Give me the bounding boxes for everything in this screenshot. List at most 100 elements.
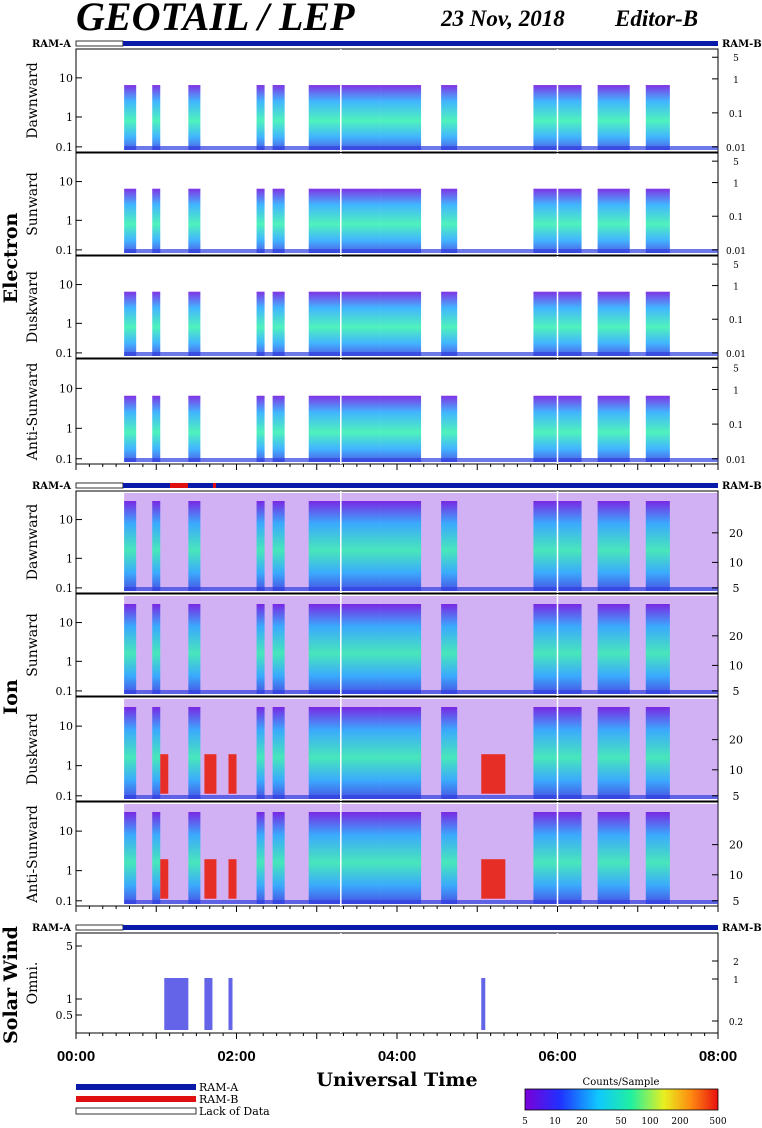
colorbar-tick-label: 200 — [671, 1117, 688, 1127]
flux-burst — [272, 188, 285, 253]
flux-burst — [441, 188, 458, 253]
left-tick-label: 1 — [66, 655, 73, 668]
ion-time-ticks — [75, 906, 719, 912]
left-tick-label: 10 — [59, 720, 73, 733]
ram-b-label: RAM-B — [722, 923, 762, 934]
colorbar-tick-label: 10 — [549, 1117, 561, 1127]
right-tick-label: 1 — [733, 976, 739, 986]
right-tick-label: 0.01 — [726, 350, 746, 360]
panel-label: Anti-Sunward — [25, 363, 41, 462]
left-tick-label: 0.1 — [56, 790, 74, 803]
right-tick-label: 10 — [729, 869, 743, 882]
flux-burst — [188, 707, 201, 799]
left-tick-label: 1 — [66, 111, 73, 124]
flux-hotspot — [228, 859, 237, 899]
flux-burst — [308, 812, 381, 904]
flux-baseline — [124, 900, 718, 904]
right-tick-label: 2 — [733, 958, 739, 968]
flux-burst — [152, 395, 161, 462]
flux-burst — [124, 85, 137, 150]
flux-burst — [380, 291, 422, 356]
flux-burst — [645, 188, 670, 253]
colorbar-gradient — [524, 1088, 719, 1111]
flux-burst — [256, 812, 265, 904]
right-tick-label: 1 — [733, 283, 739, 293]
flux-burst — [152, 188, 161, 253]
ram-legend: RAM-A RAM-B Lack of Data — [75, 1081, 270, 1118]
right-tick-label: 20 — [729, 734, 743, 747]
left-tick-label: 0.1 — [56, 244, 74, 257]
flux-burst — [597, 501, 630, 591]
flux-burst — [272, 501, 285, 591]
flux-burst — [188, 85, 201, 150]
right-tick-label: 10 — [729, 556, 743, 569]
left-tick-label: 10 — [59, 279, 73, 292]
panel-label: Sunward — [25, 172, 41, 236]
right-tick-label: 5 — [733, 685, 740, 698]
flux-burst — [272, 812, 285, 904]
figure-editor: Editor-B — [614, 6, 698, 31]
flux-burst — [188, 395, 201, 462]
figure-title: GEOTAIL / LEP — [76, 0, 355, 39]
flux-burst — [256, 501, 265, 591]
flux-burst — [188, 501, 201, 591]
left-tick-label: 0.1 — [56, 582, 74, 595]
flux-burst — [441, 85, 458, 150]
flux-burst — [188, 188, 201, 253]
panel-label: Sunward — [25, 613, 41, 677]
flux-burst — [152, 812, 161, 904]
flux-burst — [228, 978, 233, 1030]
panel-ion-anti-sunward: Anti-Sunward 10 1 0.1 20 10 5 — [25, 801, 743, 908]
flux-burst — [645, 85, 670, 150]
legend-swatch-lack — [75, 1107, 197, 1115]
flux-burst — [380, 604, 422, 694]
legend-ram-a: RAM-A — [199, 1081, 239, 1094]
spectrogram-panels: Dawnward 10 1 0.1 5 1 0.1 0.01 Sunward 10 1 0.1 5 1 0.… — [25, 48, 746, 1034]
panel-electron-dawnward: Dawnward 10 1 0.1 5 1 0.1 0.01 — [25, 48, 746, 154]
right-tick-label: 0.01 — [726, 247, 746, 257]
right-tick-label: 0.2 — [729, 1018, 743, 1028]
flux-burst — [645, 604, 670, 694]
panel-label: Dawnward — [25, 504, 41, 581]
group-label-electron: Electron — [0, 213, 22, 304]
flux-burst — [124, 395, 137, 462]
flux-baseline — [124, 352, 718, 356]
flux-burst — [152, 501, 161, 591]
flux-burst — [380, 707, 422, 799]
ram-strip-electron: RAM-A RAM-B — [32, 39, 762, 50]
right-tick-label: 5 — [733, 582, 740, 595]
flux-burst — [124, 291, 137, 356]
panel-electron-anti-sunward: Anti-Sunward 10 1 0.1 5 1 0.1 0.01 — [25, 358, 746, 466]
flux-burst — [272, 291, 285, 356]
flux-baseline — [124, 795, 718, 799]
flux-burst — [481, 978, 486, 1030]
flux-hotspot — [204, 754, 217, 794]
flux-burst — [308, 501, 381, 591]
ram-a-label: RAM-A — [32, 923, 71, 934]
ram-b-label: RAM-B — [722, 481, 762, 492]
panel-label: Duskward — [25, 713, 41, 785]
panel-label: Anti-Sunward — [25, 805, 41, 904]
time-tick-label: 04:00 — [378, 1048, 416, 1065]
right-tick-label: 0.1 — [729, 213, 743, 223]
flux-hotspot — [160, 754, 169, 794]
flux-burst — [308, 85, 381, 150]
legend-swatch-ram-b — [76, 1096, 196, 1102]
time-tick-label: 02:00 — [217, 1048, 255, 1065]
right-tick-label: 5 — [733, 364, 739, 374]
panel-solar_wind-omni-: Omni. 5 1 0.5 2 1 0.2 — [25, 932, 743, 1034]
flux-burst — [441, 395, 458, 462]
flux-burst — [380, 395, 422, 462]
right-tick-label: 5 — [733, 790, 740, 803]
ram-strip-solar-wind: RAM-A RAM-B — [32, 923, 762, 934]
group-label-solar-wind: Solar Wind — [0, 926, 22, 1044]
flux-burst — [124, 707, 137, 799]
flux-burst — [597, 188, 630, 253]
flux-burst — [441, 501, 458, 591]
flux-burst — [256, 395, 265, 462]
left-tick-label: 1 — [66, 993, 73, 1006]
colorbar-tick-label: 500 — [709, 1117, 726, 1127]
flux-burst — [441, 604, 458, 694]
flux-burst — [597, 707, 630, 799]
